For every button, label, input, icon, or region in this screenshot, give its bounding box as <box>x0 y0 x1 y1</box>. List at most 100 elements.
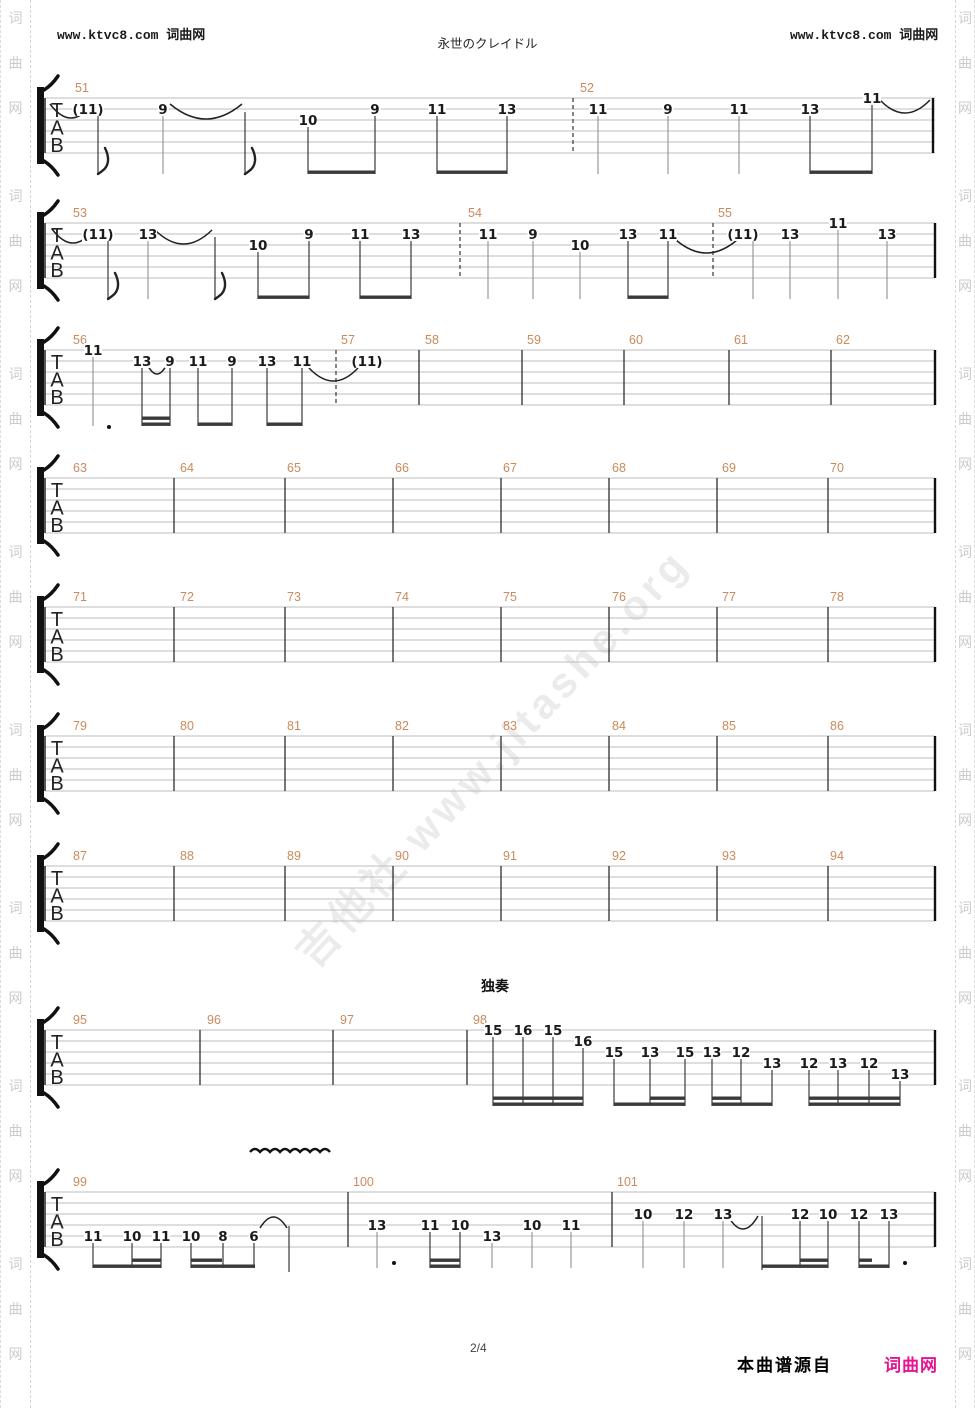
note-mask <box>791 1207 809 1221</box>
tab-note: 13 <box>829 1056 848 1072</box>
side-watermark-char: 网 <box>958 278 972 294</box>
side-watermark-char: 网 <box>8 812 23 828</box>
side-watermark-char: 曲 <box>8 411 23 427</box>
tab-note: 9 <box>158 102 167 118</box>
note-mask <box>369 102 381 116</box>
side-watermark-char: 词 <box>8 1078 23 1094</box>
note-mask <box>863 91 881 105</box>
tab-clef-letter: B <box>50 1067 63 1089</box>
tab-clef-letter: T <box>51 1032 63 1054</box>
measure-number: 86 <box>830 719 844 733</box>
measure-number: 59 <box>527 333 541 347</box>
side-watermark-char: 网 <box>8 634 23 650</box>
side-watermark-char: 词 <box>8 722 23 738</box>
tab-clef-letter: A <box>50 370 64 392</box>
note-mask <box>562 1218 580 1232</box>
note-mask <box>293 354 311 368</box>
tab-note: 16 <box>574 1034 593 1050</box>
measure-number: 53 <box>73 206 87 220</box>
tab-clef-letter: A <box>50 1050 64 1072</box>
note-mask <box>498 102 516 116</box>
tab-note: 13 <box>139 227 158 243</box>
tab-note: 9 <box>304 227 313 243</box>
side-watermark-char: 词 <box>958 366 972 382</box>
tab-clef-letter: B <box>50 260 63 282</box>
beam <box>859 1258 872 1262</box>
tab-clef-letter: B <box>50 387 63 409</box>
tie <box>147 365 167 375</box>
side-watermark-char: 曲 <box>958 1123 972 1139</box>
tab-note: 13 <box>880 1207 899 1223</box>
note-mask <box>428 102 446 116</box>
side-watermark-char: 词 <box>958 10 972 26</box>
measure-number: 100 <box>353 1175 374 1189</box>
tab-note: 10 <box>182 1229 201 1245</box>
note-mask <box>574 1034 592 1048</box>
note-mask <box>800 1056 818 1070</box>
tab-note: 9 <box>528 227 537 243</box>
measure-number: 62 <box>836 333 850 347</box>
beam <box>142 416 170 420</box>
measure-number: 69 <box>722 461 736 475</box>
side-watermark-char: 网 <box>958 812 972 828</box>
beam <box>308 170 375 174</box>
beam <box>810 170 872 174</box>
measure-number: 61 <box>734 333 748 347</box>
system-bracket <box>37 1181 44 1258</box>
tab-note: 12 <box>732 1045 751 1061</box>
solo-label: 独奏 <box>481 978 510 994</box>
bracket-top-hook <box>42 326 60 344</box>
note-mask <box>248 1229 260 1243</box>
page-title: 永世のクレイドル <box>437 37 538 51</box>
vibrato-mark <box>249 1147 331 1154</box>
source-prefix: 本曲谱源自 <box>737 1356 832 1375</box>
measure-number: 97 <box>340 1013 354 1027</box>
tab-note: 10 <box>523 1218 542 1234</box>
tab-note: 13 <box>368 1218 387 1234</box>
side-watermark-char: 曲 <box>958 945 972 961</box>
tie <box>727 1215 759 1230</box>
measure-number: 57 <box>341 333 355 347</box>
tab-clef-letter: A <box>50 243 64 265</box>
measure-number: 81 <box>287 719 301 733</box>
note-mask <box>152 1229 170 1243</box>
eighth-flag <box>106 271 120 301</box>
side-watermark-char: 曲 <box>958 411 972 427</box>
tab-note: 10 <box>634 1207 653 1223</box>
tab-note: 11 <box>428 102 447 118</box>
side-watermark-char: 词 <box>8 10 23 26</box>
beam <box>650 1096 685 1100</box>
measure-number: 58 <box>425 333 439 347</box>
measure-number: 96 <box>207 1013 221 1027</box>
measure-number: 85 <box>722 719 736 733</box>
side-watermark-char: 网 <box>958 100 972 116</box>
note-mask <box>182 1229 200 1243</box>
note-mask <box>589 102 607 116</box>
measure-number: 72 <box>180 590 194 604</box>
measure-number: 75 <box>503 590 517 604</box>
bracket-bottom-hook <box>42 797 60 815</box>
side-watermark-char: 曲 <box>8 55 23 71</box>
slur <box>259 1216 288 1229</box>
measure-number: 71 <box>73 590 87 604</box>
side-watermark-char: 词 <box>958 544 972 560</box>
note-mask <box>523 1218 541 1232</box>
bracket-bottom-hook <box>42 1091 60 1109</box>
note-mask <box>860 1056 878 1070</box>
note-mask <box>258 354 276 368</box>
tab-note: (11) <box>351 354 382 370</box>
note-mask <box>619 227 637 241</box>
note-mask <box>781 227 799 241</box>
measure-number: 60 <box>629 333 643 347</box>
system-bracket <box>37 1019 44 1096</box>
tab-note: 13 <box>483 1229 502 1245</box>
note-mask <box>483 1229 501 1243</box>
side-watermark-char: 曲 <box>958 767 972 783</box>
bracket-bottom-hook <box>42 1253 60 1271</box>
tab-note: 11 <box>562 1218 581 1234</box>
measure-number: 68 <box>612 461 626 475</box>
note-mask <box>217 1229 229 1243</box>
beam <box>809 1102 900 1106</box>
beam <box>430 1258 460 1262</box>
